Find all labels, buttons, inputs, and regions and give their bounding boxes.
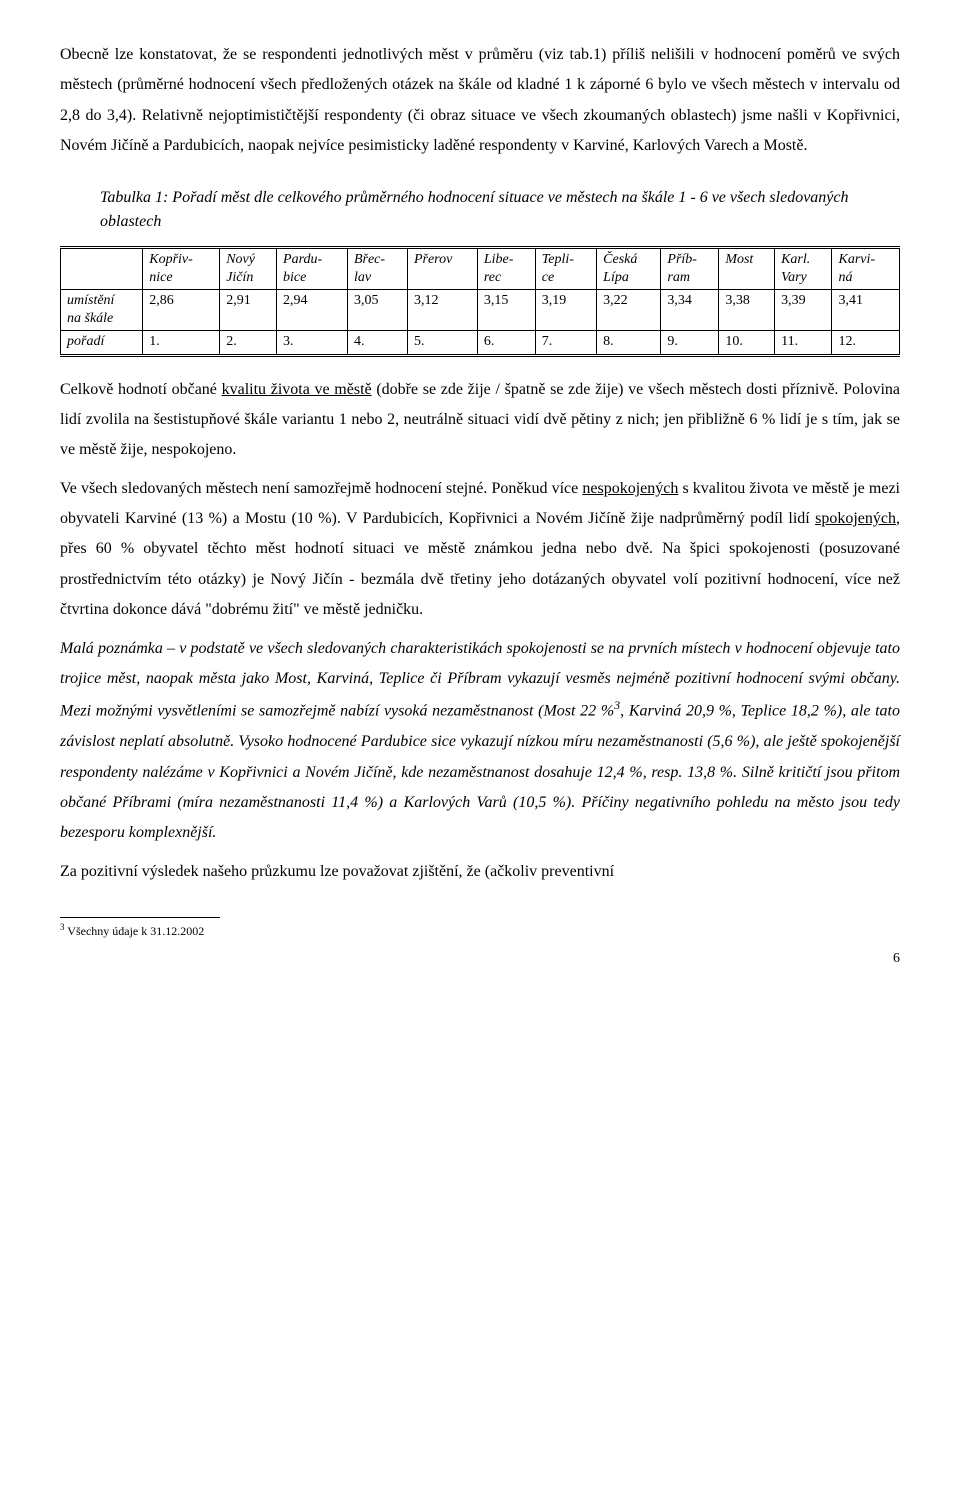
cell: 3,38: [719, 289, 775, 330]
cell: 2,86: [143, 289, 220, 330]
underline-text: kvalitu života ve městě: [222, 381, 372, 398]
cell: 2,91: [220, 289, 277, 330]
underline-text: nespokojených: [582, 480, 678, 497]
row-label: pořadí: [61, 331, 143, 355]
paragraph-3: Ve všech sledovaných městech není samozř…: [60, 474, 900, 626]
paragraph-4: Za pozitivní výsledek našeho průzkumu lz…: [60, 857, 900, 887]
cell: 3,34: [661, 289, 719, 330]
col-header: Most: [719, 247, 775, 289]
cell: 3,22: [597, 289, 661, 330]
col-header: Příb-ram: [661, 247, 719, 289]
col-header: Přerov: [407, 247, 477, 289]
paragraph-2: Celkově hodnotí občané kvalitu života ve…: [60, 375, 900, 466]
table-row: umístěnína škále 2,86 2,91 2,94 3,05 3,1…: [61, 289, 900, 330]
col-header: Libe-rec: [477, 247, 535, 289]
cell: 12.: [832, 331, 900, 355]
cell: 7.: [535, 331, 596, 355]
table-row: pořadí 1. 2. 3. 4. 5. 6. 7. 8. 9. 10. 11…: [61, 331, 900, 355]
cell: 3,19: [535, 289, 596, 330]
underline-text: spokojených: [815, 510, 896, 527]
col-header: Břec-lav: [347, 247, 407, 289]
row-label: umístěnína škále: [61, 289, 143, 330]
cell: 3.: [277, 331, 348, 355]
cell: 6.: [477, 331, 535, 355]
footnote-separator: [60, 917, 220, 918]
cell: 3,05: [347, 289, 407, 330]
cell: 4.: [347, 331, 407, 355]
cell: 3,39: [775, 289, 832, 330]
col-header: ČeskáLípa: [597, 247, 661, 289]
ranking-table: Kopřiv-nice NovýJičín Pardu-bice Břec-la…: [60, 246, 900, 357]
cell: 2,94: [277, 289, 348, 330]
paragraph-1: Obecně lze konstatovat, že se respondent…: [60, 40, 900, 162]
col-header: Tepli-ce: [535, 247, 596, 289]
cell: 3,15: [477, 289, 535, 330]
cell: 9.: [661, 331, 719, 355]
table-caption: Tabulka 1: Pořadí měst dle celkového prů…: [100, 186, 900, 234]
cell: 3,12: [407, 289, 477, 330]
col-header: Karvi-ná: [832, 247, 900, 289]
col-header: NovýJičín: [220, 247, 277, 289]
table-header-row: Kopřiv-nice NovýJičín Pardu-bice Břec-la…: [61, 247, 900, 289]
note-paragraph: Malá poznámka – v podstatě ve všech sled…: [60, 634, 900, 849]
cell: 8.: [597, 331, 661, 355]
cell: 5.: [407, 331, 477, 355]
cell: 11.: [775, 331, 832, 355]
col-header: Pardu-bice: [277, 247, 348, 289]
page-number: 6: [60, 946, 900, 973]
cell: 10.: [719, 331, 775, 355]
footnote: 3 Všechny údaje k 31.12.2002: [60, 922, 900, 940]
cell: 1.: [143, 331, 220, 355]
header-blank: [61, 247, 143, 289]
cell: 2.: [220, 331, 277, 355]
col-header: Kopřiv-nice: [143, 247, 220, 289]
cell: 3,41: [832, 289, 900, 330]
col-header: Karl.Vary: [775, 247, 832, 289]
